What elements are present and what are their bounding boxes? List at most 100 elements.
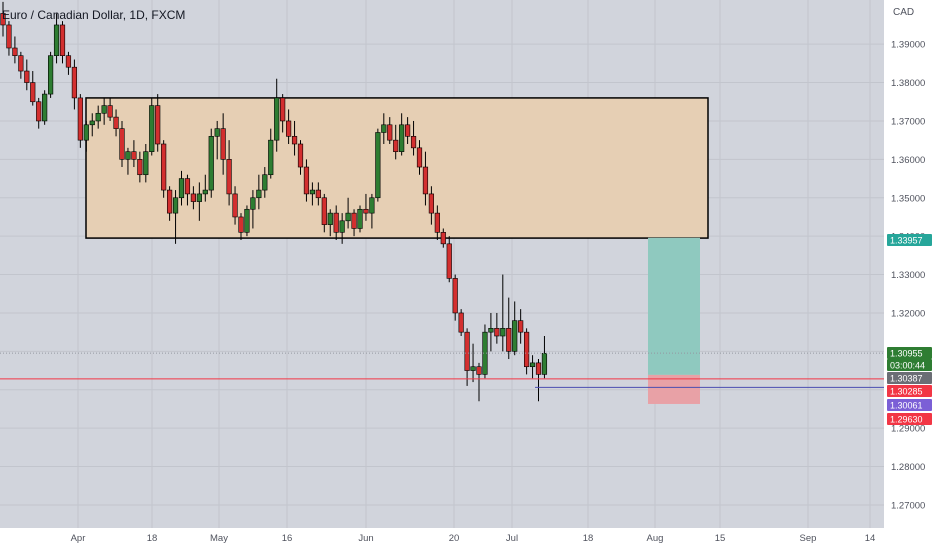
candle-body [65,55,72,68]
candle-body [190,193,197,202]
candle-body [202,189,208,195]
candle-body [77,97,83,141]
price-tick-label: 1.39000 [891,40,925,51]
candle-body [494,328,500,337]
price-badge-text: 03:00:44 [890,361,925,371]
candle-body [83,124,89,141]
candle-body [428,193,435,214]
price-tick-label: 1.32000 [891,308,925,319]
candle-body [523,331,530,368]
candle-body [113,116,119,129]
candle-body [59,24,66,56]
price-badge [887,413,932,425]
time-tick-label: 20 [449,533,460,544]
candle-body [71,66,77,99]
drawing-zones[interactable] [85,97,709,404]
candle-body [18,55,24,72]
candle-body [0,13,6,26]
candle-body [440,232,446,245]
price-badge [887,347,932,359]
candle-body [101,105,107,114]
price-badge [887,234,932,246]
candle-body [488,328,494,333]
price-badge [887,359,932,371]
candle-body [458,312,464,333]
target-zone[interactable] [648,237,700,375]
candle-body [256,189,262,199]
candle-body [518,320,524,333]
candle-body [321,197,327,225]
candle-body [268,139,274,176]
candle-body [184,178,191,195]
price-tick-label: 1.37000 [891,116,925,127]
candle-body [541,352,548,375]
price-badge-text: 1.29630 [890,415,923,425]
candle-body [107,105,113,118]
currency-label: CAD [893,7,914,18]
candle-body [250,197,256,210]
time-tick-label: Aug [647,533,664,544]
candle-body [131,151,137,160]
candle-body [36,101,42,122]
candle-body [238,216,244,233]
price-tick-label: 1.35000 [891,193,925,204]
candle-body [416,147,423,168]
candle-body [529,362,536,368]
candle-body [155,105,161,145]
price-badge-text: 1.30285 [890,387,923,397]
candle-body [6,24,12,49]
price-badge-text: 1.30955 [890,349,923,359]
candle-body [30,82,36,103]
candle-body [410,136,417,149]
candle-body [226,159,232,195]
candle-body [214,128,220,137]
candle-body [143,151,149,176]
candle-body [220,128,226,160]
candle-body [375,132,381,199]
price-badge-text: 1.33957 [890,236,923,246]
candle-body [387,124,393,141]
candle-body [119,128,125,160]
price-badge-text: 1.30061 [890,401,923,411]
candle-body [149,105,155,152]
time-tick-label: 18 [147,533,158,544]
candle-body [369,197,375,214]
time-tick-label: May [210,533,228,544]
candle-body [42,93,48,122]
price-axis-background [884,0,932,550]
candle-body [95,112,101,122]
range-rectangle[interactable] [85,97,709,239]
stop-zone[interactable] [648,374,700,404]
time-tick-label: Jul [506,533,518,544]
candle-body [422,166,429,195]
candle-body [12,47,18,56]
time-axis[interactable]: Apr 18 May 16 Jun 20 Jul 18 Aug 15 Sep 14 [71,533,876,544]
candle-body [482,331,488,375]
time-tick-label: Apr [71,533,86,544]
price-badge-text: 1.30387 [890,374,923,384]
price-tick-label: 1.38000 [891,78,925,89]
candle-body [345,212,351,222]
time-tick-label: 15 [715,533,726,544]
time-tick-label: 16 [282,533,293,544]
candle-body [333,212,339,233]
candle-body [357,208,363,229]
time-tick-label: 18 [583,533,594,544]
price-tick-label: 1.36000 [891,155,925,166]
candle-body [327,212,333,225]
price-tick-label: 1.27000 [891,500,925,511]
time-tick-label: 14 [865,533,876,544]
candle-body [500,328,506,337]
candle-body [476,366,482,375]
candle-body [53,24,60,56]
horizontal-lines[interactable] [0,352,884,388]
candle-body [89,120,95,126]
candle-body [208,136,214,191]
candle-body [506,328,512,352]
candle-body [280,97,286,122]
candle-body [309,189,316,195]
candle-body [315,189,321,199]
price-badge [887,399,932,411]
